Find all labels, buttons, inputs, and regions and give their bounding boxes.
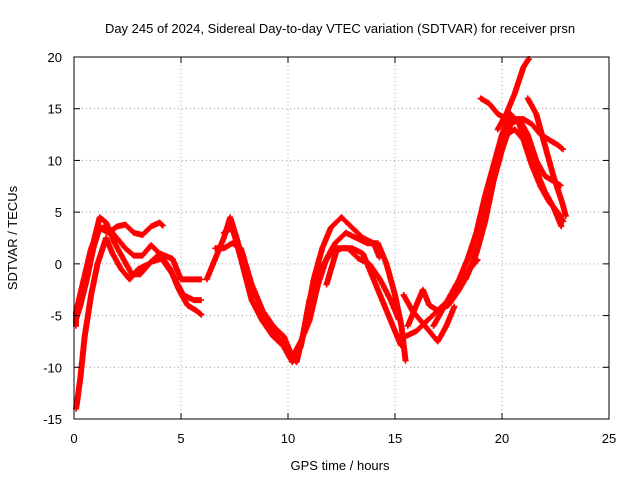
y-tick-label: -5 — [50, 309, 62, 324]
data-point-markers — [323, 245, 402, 323]
y-tick-label: 5 — [55, 205, 62, 220]
y-tick-label: -10 — [43, 360, 62, 375]
x-tick-label: 25 — [602, 431, 616, 446]
series-track-14 — [494, 56, 533, 133]
series-track-8 — [323, 245, 402, 323]
x-tick-label: 5 — [177, 431, 184, 446]
series-track-4 — [75, 214, 204, 309]
y-tick-label: 0 — [55, 257, 62, 272]
data-point-markers — [524, 95, 569, 219]
x-tick-label: 0 — [70, 431, 77, 446]
x-tick-label: 20 — [495, 431, 509, 446]
series-track-15 — [524, 95, 569, 219]
y-tick-label: 20 — [48, 50, 62, 65]
x-axis-ticks: 0 5 10 15 20 25 — [70, 57, 616, 446]
x-tick-label: 10 — [281, 431, 295, 446]
y-tick-label: 10 — [48, 153, 62, 168]
data-point-markers — [494, 56, 533, 133]
chart-title: Day 245 of 2024, Sidereal Day-to-day VTE… — [105, 21, 575, 36]
y-axis-ticks: -15 -10 -5 0 5 10 15 20 — [43, 50, 609, 427]
data-points-layer — [73, 56, 569, 412]
series-track-16 — [462, 126, 567, 283]
x-tick-label: 15 — [388, 431, 402, 446]
data-point-markers — [75, 214, 204, 309]
y-tick-label: 15 — [48, 102, 62, 117]
y-tick-label: -15 — [43, 412, 62, 427]
plot-frame — [73, 56, 610, 420]
data-point-markers — [462, 126, 567, 283]
y-axis-label: SDTVAR / TECUs — [5, 185, 20, 290]
x-axis-label: GPS time / hours — [291, 458, 390, 473]
